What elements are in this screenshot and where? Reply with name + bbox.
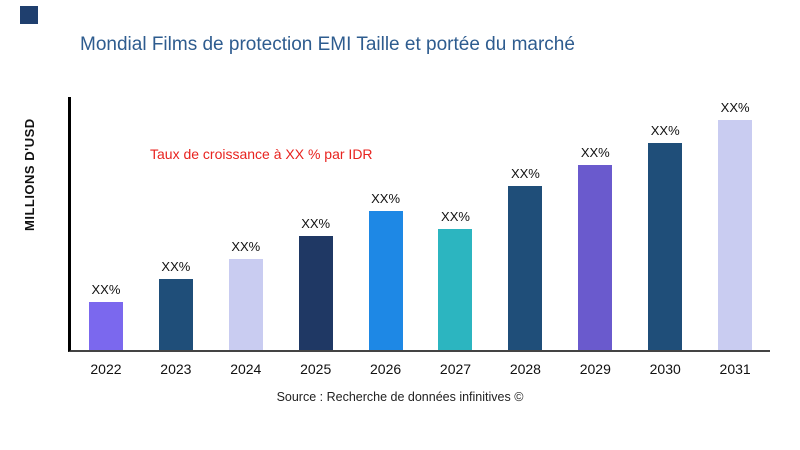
x-tick-label: 2031 [719,361,751,377]
x-tick-label: 2028 [509,361,541,377]
bar-value-label: XX% [650,122,680,138]
bar-group: XX% 2024 [211,97,281,377]
bar-2028 [508,185,543,350]
x-tick-label: 2022 [90,361,122,377]
bar-2027 [438,228,473,350]
bar-2024 [228,258,263,350]
x-tick-label: 2029 [579,361,611,377]
bar-2031 [718,119,753,350]
x-tick-label: 2025 [300,361,332,377]
bar-value-label: XX% [161,259,191,275]
plot-area: XX% 2022 XX% 2023 XX% 2024 XX% 2025 XX% 2026 XX% 20… [68,97,770,377]
bar-value-label: XX% [231,238,261,254]
bar-value-label: XX% [91,281,121,297]
bar-value-label: XX% [441,208,470,224]
chart-title: Mondial Films de protection EMI Taille e… [80,34,575,55]
x-tick-label: 2026 [370,361,402,377]
brand-corner-square [20,6,38,24]
bar-group: XX% 2028 [490,97,560,377]
bar-2029 [578,165,613,350]
bar-value-label: XX% [301,216,331,232]
x-tick-label: 2027 [439,361,472,377]
bar-2026 [368,210,403,350]
bars-container: XX% 2022 XX% 2023 XX% 2024 XX% 2025 XX% 2026 XX% 20… [71,97,770,377]
bar-2030 [648,142,683,350]
bar-group: XX% 2027 [421,97,491,377]
bar-group: XX% 2025 [281,97,351,377]
growth-rate-annotation: Taux de croissance à XX % par IDR [150,146,373,162]
bar-value-label: XX% [510,165,540,181]
bar-group: XX% 2026 [351,97,421,377]
bar-group: XX% 2029 [560,97,630,377]
bar-value-label: XX% [580,145,610,161]
source-text: Source : Recherche de données infinitive… [276,390,524,404]
bar-group: XX% 2030 [630,97,700,377]
bar-group: XX% 2031 [700,97,770,377]
bar-2023 [158,279,193,350]
bar-2025 [298,236,333,350]
bar-2022 [88,301,123,350]
bar-group: XX% 2023 [141,97,211,377]
x-tick-label: 2023 [160,361,192,377]
y-axis-label: MILLIONS D'USD [22,118,37,232]
bar-group: XX% 2022 [71,97,141,377]
x-tick-label: 2024 [230,361,262,377]
bar-value-label: XX% [371,190,401,206]
bar-value-label: XX% [720,99,750,115]
x-tick-label: 2030 [649,361,681,377]
